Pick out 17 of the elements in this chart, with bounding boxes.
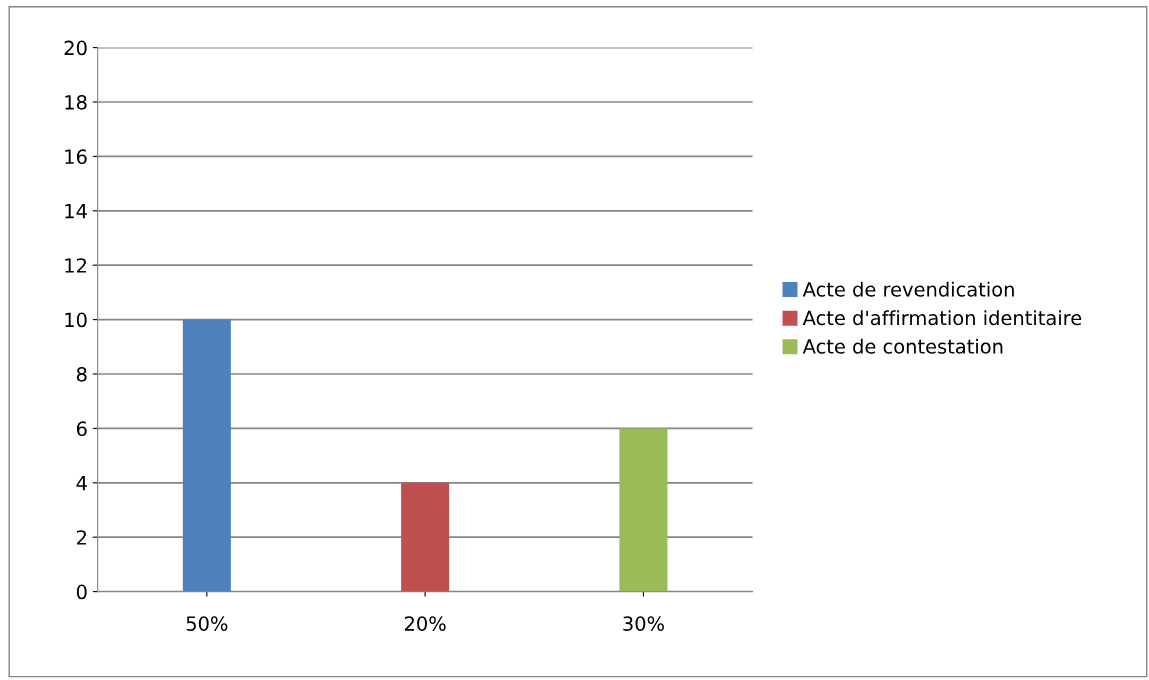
y-tick-label: 12 <box>65 258 86 273</box>
y-tick-label: 14 <box>65 204 87 219</box>
y-tick-label: 18 <box>65 94 87 110</box>
y-tick-label: 8 <box>76 366 87 382</box>
legend-label: Acte d'affirmation identitaire <box>802 310 1082 326</box>
legend-label: Acte de revendication <box>802 281 1014 297</box>
x-tick-label: 20% <box>404 616 446 631</box>
legend-label: Acte de contestation <box>802 338 1003 354</box>
y-tick-label: 2 <box>77 530 86 545</box>
y-tick-label: 16 <box>65 149 87 165</box>
y-tick-label: 0 <box>76 584 87 600</box>
x-tick-label: 50% <box>186 616 228 631</box>
y-tick-label: 6 <box>76 421 87 437</box>
x-tick-label: 30% <box>623 616 664 631</box>
y-tick-label: 10 <box>65 312 87 328</box>
y-tick-label: 4 <box>76 476 87 491</box>
y-tick-label: 20 <box>64 40 87 56</box>
